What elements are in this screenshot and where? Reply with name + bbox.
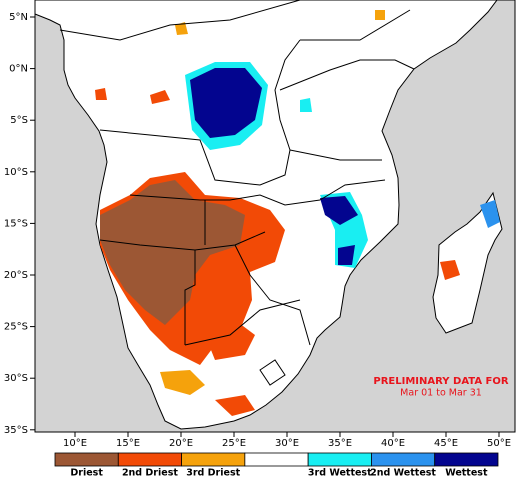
anomaly-area <box>480 200 500 228</box>
anomaly-area <box>160 370 205 395</box>
border <box>59 0 301 41</box>
anomaly-area <box>215 395 255 416</box>
border <box>184 200 206 345</box>
lon-label: 45°E <box>434 438 458 449</box>
lat-label: 35°S <box>4 425 28 436</box>
anomaly-area <box>100 180 245 325</box>
lon-label: 30°E <box>275 438 299 449</box>
notice-dates: Mar 01 to Mar 31 <box>400 388 482 399</box>
lat-label: 5°N <box>9 12 28 23</box>
lat-label: 15°S <box>4 218 28 229</box>
anomaly-area <box>150 90 170 104</box>
lat-label: 20°S <box>4 270 28 281</box>
legend-label: 3rd Wettest <box>308 468 372 479</box>
lon-label: 15°E <box>116 438 140 449</box>
legend-label: Wettest <box>445 468 488 479</box>
legend-label: Driest <box>70 468 103 479</box>
lon-label: 50°E <box>487 438 511 449</box>
lat-label: 25°S <box>4 322 28 333</box>
lon-label: 10°E <box>63 438 87 449</box>
legend-swatch <box>117 452 182 467</box>
anomaly-area <box>175 22 188 35</box>
legend-label: 2nd Driest <box>122 468 178 479</box>
legend: Driest 2nd Driest 3rd Driest 3rd Wettest2nd… <box>54 452 499 479</box>
notice-title: PRELIMINARY DATA FOR <box>373 376 508 387</box>
legend-swatch <box>181 452 246 467</box>
legend-swatch <box>244 452 309 467</box>
legend-swatch <box>54 452 119 467</box>
border <box>184 299 301 346</box>
border <box>259 359 286 386</box>
legend-swatch <box>434 452 499 467</box>
map-frame <box>34 0 516 433</box>
lon-label: 20°E <box>169 438 193 449</box>
madagascar <box>432 191 503 334</box>
borders <box>59 0 415 386</box>
lat-label: 30°S <box>4 373 28 384</box>
lon-label: 35°E <box>328 438 352 449</box>
anomaly-area <box>300 98 312 112</box>
anomaly-area <box>338 245 355 265</box>
anomaly-area <box>190 68 262 138</box>
border <box>129 194 321 206</box>
lon-label: 40°E <box>381 438 405 449</box>
anomaly-area <box>320 196 358 225</box>
border <box>279 9 415 91</box>
anomaly-area <box>440 260 460 280</box>
border <box>289 149 386 201</box>
ticks: 10°E 15°E 20°E 25°E 30°E 35°E 40°E 45°E 50°E 5°N 0… <box>4 12 511 449</box>
anomaly-area <box>205 320 255 360</box>
lat-label: 10°S <box>4 167 28 178</box>
border <box>234 244 311 346</box>
lon-label: 25°E <box>222 438 246 449</box>
legend-swatch <box>307 452 372 467</box>
lat-label: 5°S <box>10 115 28 126</box>
border <box>99 39 301 186</box>
lat-label: 0°N <box>9 64 28 75</box>
legend-label: 3rd Driest <box>186 468 240 479</box>
legend-swatch <box>371 452 436 467</box>
anomaly-area <box>375 10 385 20</box>
legend-label: 2nd Wettest <box>370 468 436 479</box>
anomaly-areas <box>95 10 500 416</box>
anomaly-area <box>95 88 107 100</box>
